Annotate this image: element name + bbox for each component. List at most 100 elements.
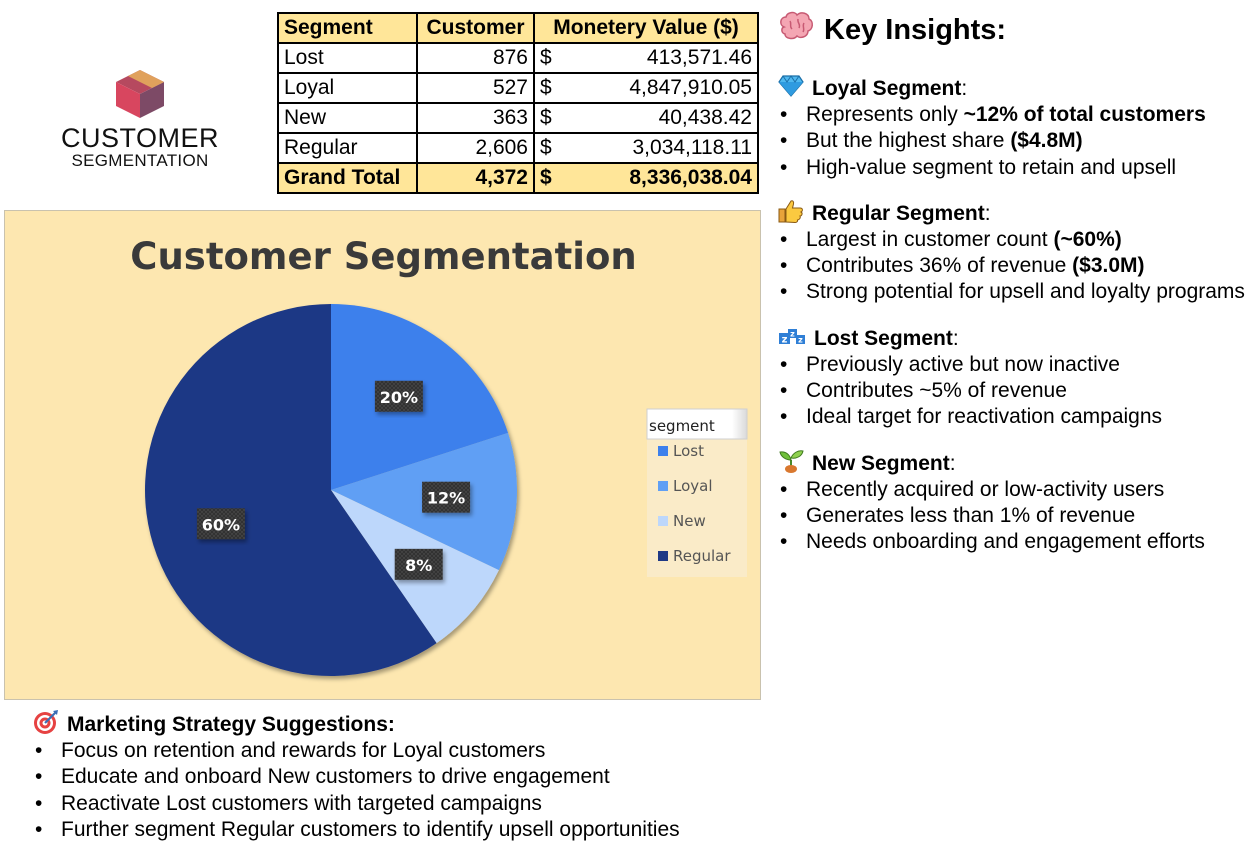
cell-segment: New [277, 102, 418, 134]
strategy-heading: Marketing Strategy Suggestions: [33, 709, 793, 741]
insight-bullet: Largest in customer count (~60%) [778, 227, 1256, 254]
strategy-title: Marketing Strategy Suggestions: [67, 713, 395, 736]
strategy-bullet: Further segment Regular customers to ide… [33, 817, 793, 844]
table-row: Lost 876 $413,571.46 [277, 42, 759, 74]
cell-monetary-value: $3,034,118.11 [533, 132, 759, 164]
data-label-text: 60% [202, 515, 240, 534]
legend-label-loyal: Loyal [673, 477, 713, 495]
monetary-amount: 413,571.46 [646, 46, 752, 69]
bullet-text: Contributes ~5% of revenue [806, 379, 1067, 403]
bullet-text: Contributes 36% of revenue [806, 254, 1073, 278]
segment-table: Segment Customer Monetery Value ($) Lost… [277, 12, 759, 194]
cell-segment: Loyal [277, 72, 418, 104]
insight-bullet: Recently acquired or low-activity users [778, 477, 1256, 504]
bullet-text: (~60%) [1053, 227, 1122, 251]
svg-text:z: z [782, 334, 788, 345]
bullet-text: ~12% of total customers [963, 103, 1206, 126]
insight-section-regular-segment: Regular Segment:Largest in customer coun… [778, 199, 1256, 306]
target-icon [33, 709, 59, 741]
currency-symbol: $ [540, 106, 552, 129]
insight-colon: : [952, 326, 959, 350]
insights-heading: Key Insights: [778, 11, 1256, 48]
cell-monetary-value: $8,336,038.04 [533, 162, 759, 194]
pie-slice-regular [144, 304, 437, 676]
legend-swatch-new [658, 516, 668, 526]
insight-bullets: Represents only ~12% of total customersB… [778, 102, 1256, 181]
data-label-box [394, 548, 443, 580]
insight-segment-name: New Segment [812, 451, 950, 475]
gem-icon [778, 75, 804, 103]
insight-bullet: Represents only ~12% of total customers [778, 102, 1256, 129]
thumbs-up-icon [778, 199, 804, 229]
data-label-regular: 60% [196, 508, 245, 540]
header-segment: Segment [277, 12, 418, 44]
table-total-row: Grand Total 4,372 $8,336,038.04 [277, 162, 759, 194]
legend-swatch-lost [658, 446, 668, 456]
insight-heading: New Segment: [778, 448, 1256, 480]
cell-customers: 876 [416, 42, 535, 74]
insight-bullet: Contributes 36% of revenue ($3.0M) [778, 253, 1256, 280]
bullet-text: Needs onboarding and engagement efforts [806, 530, 1205, 554]
legend-label-new: New [673, 512, 706, 530]
table-row: New 363 $40,438.42 [277, 102, 759, 134]
bullet-text: Ideal target for reactivation campaigns [806, 405, 1163, 429]
logo-line-1: CUSTOMER [60, 123, 219, 153]
data-label-box [196, 508, 245, 540]
marketing-strategy: Marketing Strategy Suggestions: Focus on… [33, 709, 793, 844]
data-label-loyal: 12% [422, 481, 471, 513]
legend-label-regular: Regular [673, 547, 731, 565]
legend-swatch-regular [658, 551, 668, 561]
insight-heading: z z z Lost Segment: [778, 326, 1256, 352]
table-row: Regular 2,606 $3,034,118.11 [277, 132, 759, 164]
insight-bullet: But the highest share ($4.8M) [778, 128, 1256, 155]
bullet-text: But the highest share [806, 129, 1011, 153]
insights-sections: Loyal Segment:Represents only ~12% of to… [778, 75, 1256, 556]
bullet-text: High-value segment to retain and upsell [806, 155, 1177, 179]
currency-symbol: $ [540, 46, 552, 69]
legend-swatch-loyal [658, 481, 668, 491]
bullet-text: Strong potential for upsell and loyalty … [806, 280, 1245, 304]
legend-label-lost: Lost [673, 442, 704, 460]
table-header-row: Segment Customer Monetery Value ($) [277, 12, 759, 44]
insight-bullets: Previously active but now inactive Contri… [778, 352, 1256, 431]
insight-bullet: Ideal target for reactivation campaigns [778, 404, 1256, 431]
legend-header [646, 408, 748, 440]
svg-text:z: z [790, 329, 795, 338]
bullet-text: ($4.8M) [1010, 129, 1083, 153]
bullet-text: Generates less than 1% of revenue [806, 503, 1136, 527]
bullet-text: Represents only [806, 103, 964, 126]
data-label-box [422, 481, 471, 513]
bullet-text: Largest in customer count [806, 227, 1054, 251]
insight-colon: : [984, 201, 991, 225]
insight-bullets: Largest in customer count (~60%)Contribu… [778, 227, 1256, 306]
monetary-amount: 3,034,118.11 [632, 136, 753, 159]
cell-customers: 527 [416, 72, 535, 104]
pie-chart: Customer Segmentation 20% 12% 8% 60% segmen… [4, 210, 761, 700]
insight-segment-name: Regular Segment [812, 201, 985, 225]
header-customer: Customer [416, 12, 535, 44]
insight-colon: : [961, 77, 968, 100]
insight-colon: : [949, 451, 956, 475]
svg-text:z: z [798, 335, 803, 344]
insight-bullet: Contributes ~5% of revenue [778, 378, 1256, 405]
monetary-amount: 8,336,038.04 [629, 166, 752, 189]
header-monetary-value: Monetery Value ($) [533, 12, 759, 44]
cell-segment: Grand Total [277, 162, 418, 194]
insight-bullet: Generates less than 1% of revenue [778, 503, 1256, 530]
strategy-bullet: Educate and onboard New customers to dri… [33, 764, 793, 791]
table-row: Loyal 527 $4,847,910.05 [277, 72, 759, 104]
data-label-new: 8% [394, 548, 443, 580]
currency-symbol: $ [540, 136, 552, 159]
insight-heading: Loyal Segment: [778, 75, 1256, 103]
bullet-text: Previously active but now inactive [806, 352, 1120, 376]
cell-customers: 4,372 [416, 162, 535, 194]
insights-title: Key Insights: [824, 13, 1007, 46]
cell-monetary-value: $40,438.42 [533, 102, 759, 134]
legend-title: segment [649, 417, 715, 435]
insight-section-loyal-segment: Loyal Segment:Represents only ~12% of to… [778, 75, 1256, 181]
data-label-box [374, 380, 423, 412]
logo: CUSTOMER SEGMENTATION [50, 68, 230, 178]
seedling-icon [778, 448, 804, 480]
